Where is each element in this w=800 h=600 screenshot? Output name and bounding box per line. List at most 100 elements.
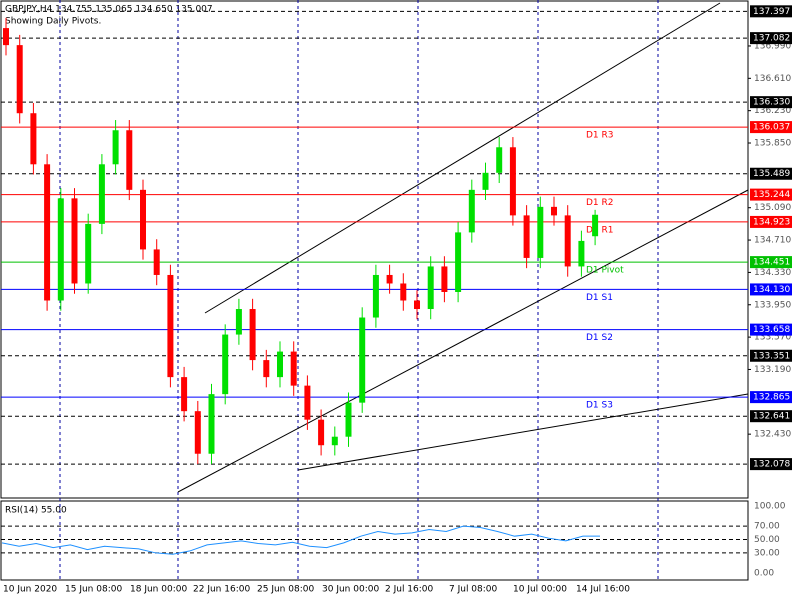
candle-body — [16, 45, 23, 114]
candle-body — [537, 206, 544, 258]
pivot-box-label: 134.130 — [753, 285, 790, 295]
candle-body — [3, 28, 9, 46]
candle-body — [523, 215, 530, 258]
pivot-box-label: 133.658 — [753, 325, 790, 335]
pivot-box-label: 134.923 — [753, 217, 790, 227]
candle-body — [44, 164, 51, 301]
chart-subtitle: Showing Daily Pivots. — [5, 17, 101, 27]
x-tick-label: 10 Jun 2020 — [3, 585, 57, 595]
candle-body — [468, 189, 475, 233]
pivot-box — [750, 215, 792, 228]
y-tick-label: 133.190 — [754, 365, 791, 375]
x-tick-label: 22 Jun 16:00 — [193, 585, 250, 595]
rsi-line — [1, 525, 600, 555]
candle-body — [564, 215, 571, 267]
candle-body — [249, 309, 256, 361]
y-tick-label: 133.570 — [754, 333, 791, 343]
candle-body — [592, 214, 599, 237]
rsi-label: RSI(14) 55.00 — [5, 506, 67, 516]
candle-body — [331, 436, 338, 446]
candle-body — [222, 334, 229, 395]
candle-body — [386, 274, 393, 284]
rsi-tick-label: 100.00 — [754, 502, 786, 512]
candle-body — [277, 351, 283, 378]
pivot-name: D1 R3 — [586, 131, 614, 141]
price-box — [750, 96, 792, 109]
price-box — [750, 167, 792, 180]
candle-body — [153, 249, 160, 275]
pivot-name: D1 S3 — [586, 401, 613, 411]
pivot-name: D1 S2 — [586, 333, 613, 343]
price-box-label: 132.641 — [753, 412, 790, 422]
pivot-box — [750, 323, 792, 336]
rsi-tick-label: 50.00 — [754, 535, 780, 545]
pivot-box-label: 134.451 — [753, 258, 790, 268]
x-tick-label: 14 Jul 16:00 — [576, 585, 630, 595]
trendline — [177, 189, 749, 493]
pivot-box — [750, 391, 792, 404]
candle-body — [126, 130, 133, 190]
y-tick-label: 135.850 — [754, 139, 791, 149]
candle-body — [112, 130, 119, 165]
candle-body — [167, 274, 174, 378]
candle-body — [30, 113, 37, 165]
candle-body — [263, 360, 270, 378]
candle-body — [290, 351, 297, 386]
candle-body — [140, 189, 146, 250]
rsi-tick-label: 0.00 — [754, 569, 774, 579]
trendline — [204, 2, 721, 314]
y-tick-label: 132.430 — [754, 430, 791, 440]
candle-body — [578, 240, 585, 267]
pivot-box-label: 136.037 — [753, 123, 790, 133]
pivot-name: D1 R1 — [586, 225, 614, 235]
candle-body — [194, 411, 201, 454]
candle-body — [359, 317, 366, 403]
price-box-label: 137.082 — [753, 34, 790, 44]
y-tick-label: 136.990 — [754, 41, 791, 51]
candle-body — [414, 300, 420, 310]
x-tick-label: 30 Jun 00:00 — [322, 585, 379, 595]
candle-body — [551, 206, 557, 216]
price-box — [750, 349, 792, 362]
main-frame — [0, 0, 749, 499]
price-box-label: 136.330 — [753, 98, 790, 108]
rsi-tick-label: 30.00 — [754, 548, 780, 558]
pivot-box — [750, 283, 792, 296]
candle-body — [235, 309, 242, 335]
x-tick-label: 10 Jul 00:00 — [513, 585, 567, 595]
price-box-label: 132.078 — [753, 460, 790, 470]
price-box — [750, 5, 792, 18]
pivot-box — [750, 121, 792, 134]
candle-body — [345, 402, 352, 437]
pivot-box-label: 135.244 — [753, 190, 790, 200]
x-tick-label: 7 Jul 08:00 — [449, 585, 498, 595]
candle-body — [98, 164, 105, 224]
candle-body — [57, 198, 64, 301]
price-box — [750, 410, 792, 423]
rsi-tick-label: 70.00 — [754, 522, 780, 532]
x-tick-label: 2 Jul 16:00 — [385, 585, 434, 595]
chart-title: GBPJPY,H4 134.755 135.065 134.650 135.00… — [5, 5, 213, 15]
candle-body — [71, 198, 78, 284]
candle-body — [181, 377, 188, 412]
candle-body — [318, 419, 325, 446]
candle-body — [304, 385, 311, 420]
y-tick-label: 135.090 — [754, 203, 791, 213]
x-tick-label: 25 Jun 08:00 — [257, 585, 314, 595]
price-box-label: 133.351 — [753, 351, 790, 361]
pivot-box — [750, 256, 792, 269]
price-box — [750, 458, 792, 471]
pivot-name: D1 Pivot — [586, 266, 624, 276]
y-tick-label: 133.950 — [754, 300, 791, 310]
y-tick-label: 136.610 — [754, 74, 791, 84]
candle-body — [372, 274, 379, 318]
pivot-box-label: 132.865 — [753, 393, 790, 403]
price-box-label: 137.397 — [753, 7, 790, 17]
candle-body — [482, 172, 489, 190]
candle-body — [427, 266, 434, 310]
candle-body — [441, 266, 448, 292]
x-tick-label: 18 Jun 00:00 — [130, 585, 187, 595]
trendline — [297, 393, 749, 471]
